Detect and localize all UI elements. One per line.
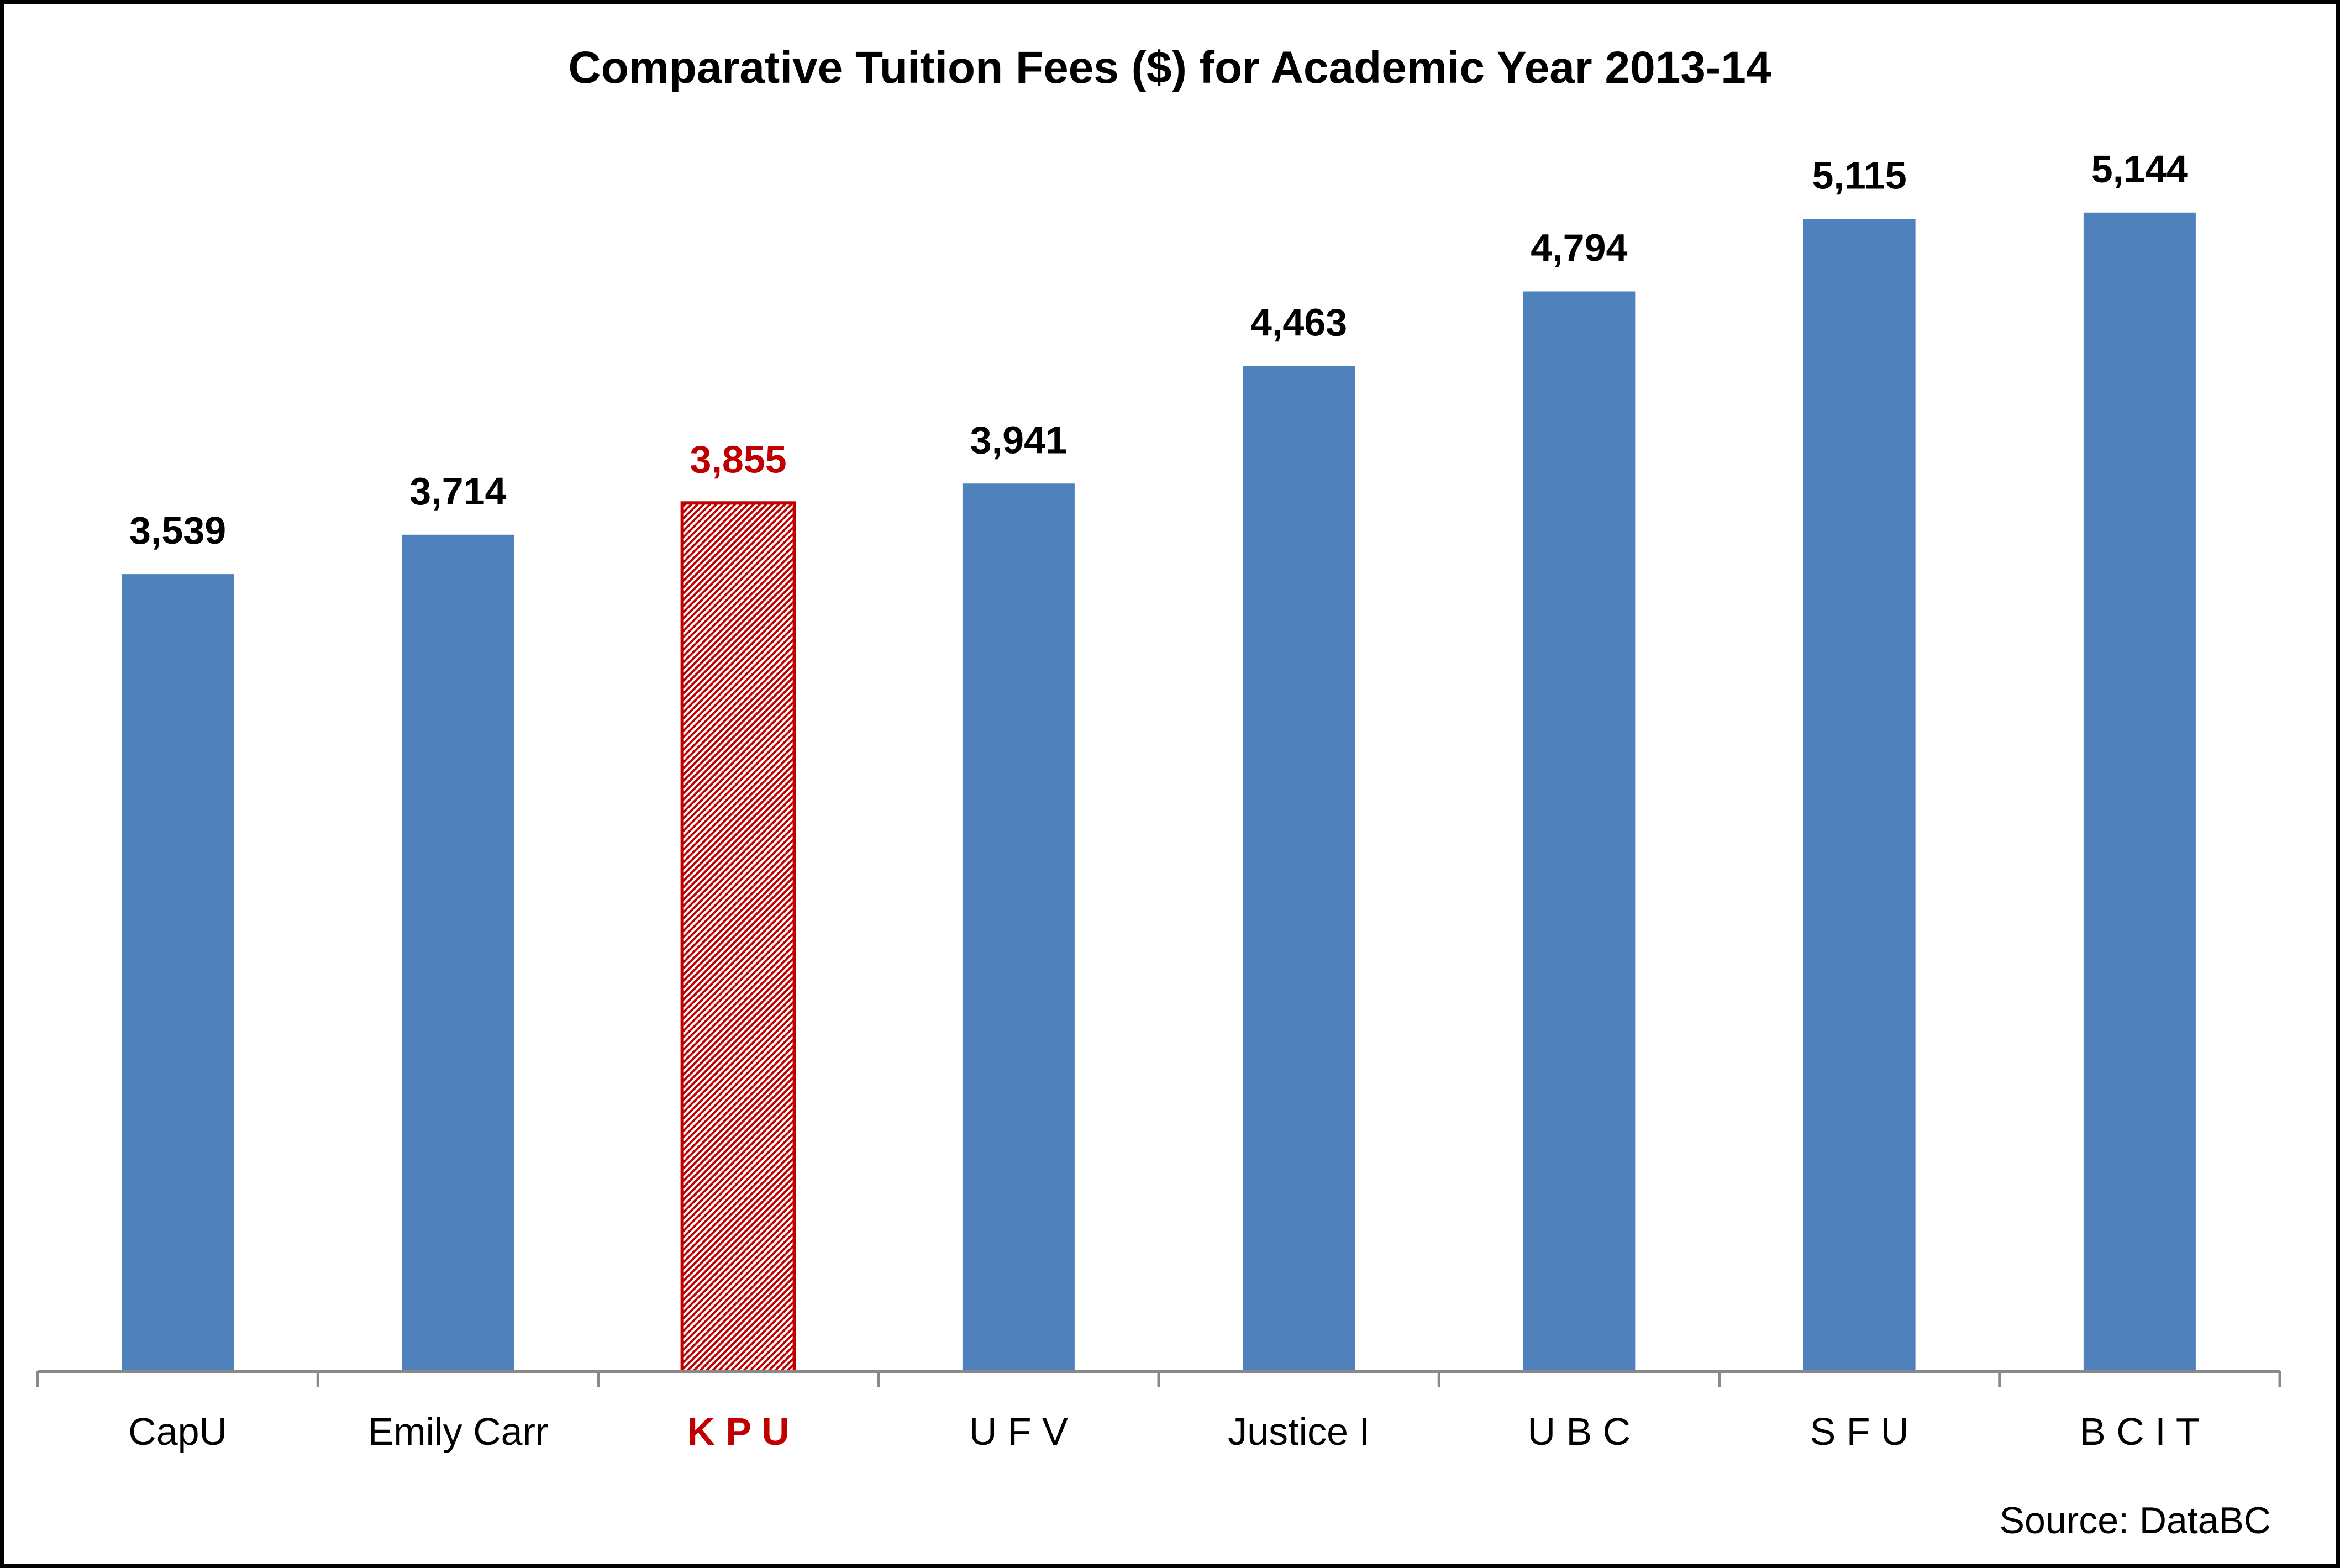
bar-justicei	[1243, 366, 1355, 1372]
x-axis	[36, 1370, 2281, 1387]
data-label: 5,115	[1812, 154, 1906, 197]
data-label: 4,794	[1531, 226, 1627, 269]
data-label: 3,539	[129, 509, 226, 552]
data-label: 3,941	[970, 418, 1067, 461]
category-label: CapU	[128, 1410, 227, 1453]
data-label: 4,463	[1250, 301, 1347, 344]
category-label: U F V	[969, 1410, 1068, 1453]
category-label: Emily Carr	[368, 1410, 549, 1453]
bar-bcit	[2083, 212, 2196, 1371]
bars-group	[122, 212, 2196, 1373]
chart-title: Comparative Tuition Fees ($) for Academi…	[569, 43, 1771, 93]
bar-sfu	[1803, 219, 1916, 1371]
bar-capu	[122, 574, 234, 1371]
category-label: Justice I	[1228, 1410, 1370, 1453]
category-label: K P U	[687, 1410, 789, 1453]
data-label: 3,855	[690, 438, 787, 481]
labels-group: 3,539 CapU 3,714 Emily Carr 3,855 K P U 3,941 U…	[128, 148, 2200, 1453]
category-label: U B C	[1528, 1410, 1631, 1453]
bar-emilycarr	[402, 534, 514, 1371]
category-label: B C I T	[2080, 1410, 2200, 1453]
data-label: 3,714	[409, 470, 506, 513]
bar-kpu	[680, 501, 796, 1373]
source-note: Source: DataBC	[2000, 1499, 2271, 1541]
data-label: 5,144	[2091, 148, 2188, 191]
bar-ubc	[1523, 291, 1636, 1371]
bar-ufv	[962, 483, 1075, 1371]
category-label: S F U	[1810, 1410, 1909, 1453]
